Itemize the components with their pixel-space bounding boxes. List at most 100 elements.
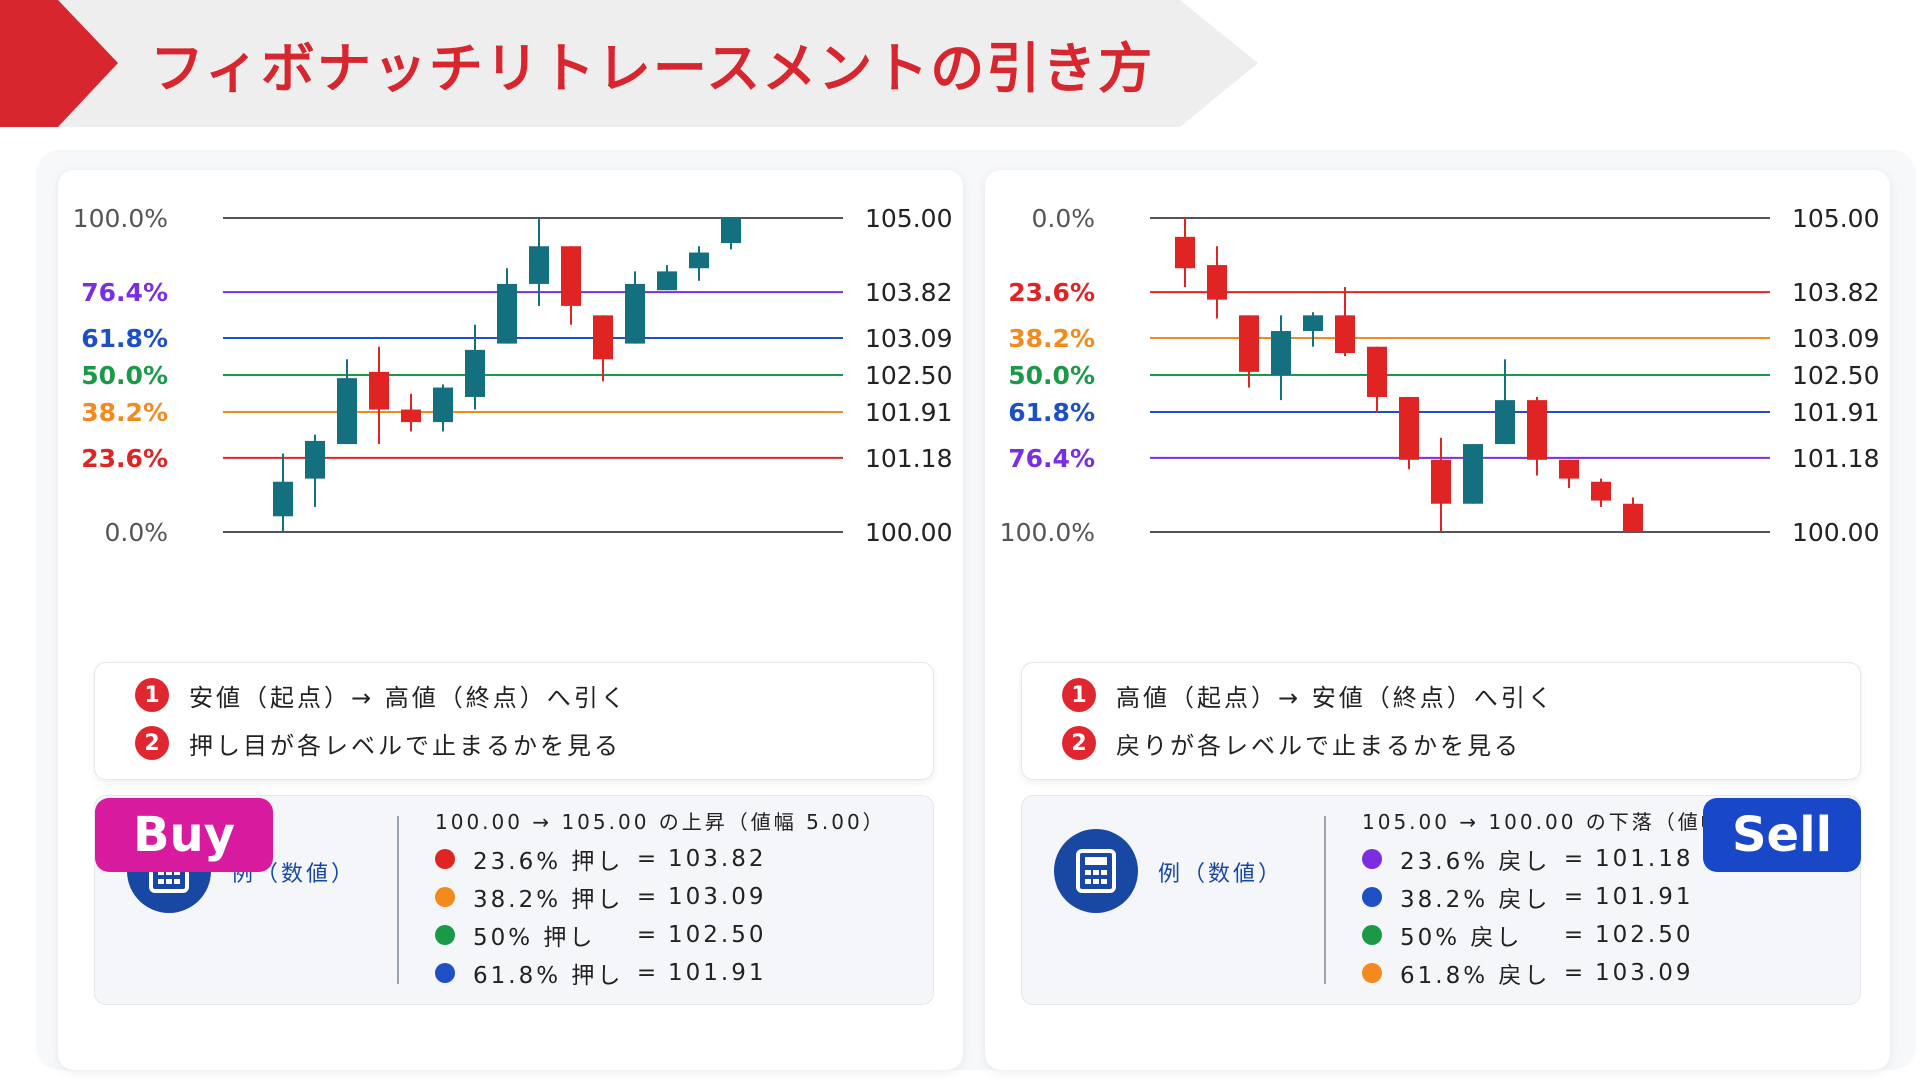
candle-body [401, 409, 421, 423]
candle-body [1527, 400, 1547, 460]
equals-sign: = [636, 922, 660, 948]
buy-step-2: 2 押し目が各レベルで止まるかを見る [135, 723, 621, 763]
candle-body [1495, 400, 1515, 445]
candle-body [529, 246, 549, 284]
sell-step-2-text: 戻りが各レベルで止まるかを見る [1116, 731, 1521, 760]
candle-body [1175, 236, 1195, 269]
candle-body [657, 271, 677, 291]
level-dot [435, 925, 455, 945]
fib-price-label: 101.18 [1792, 444, 1879, 473]
banner-shape [0, 0, 1258, 127]
title-banner: フィボナッチリトレースメントの引き方 [0, 0, 1260, 127]
level-value: 103.09 [1595, 960, 1694, 986]
level-value: 103.82 [668, 846, 767, 872]
equals-sign: = [636, 960, 660, 986]
buy-steps-box: 1 安値（起点）→ 高値（終点）へ引く 2 押し目が各レベルで止まるかを見る [94, 662, 934, 780]
candle-body [721, 218, 741, 244]
level-dot [1362, 925, 1382, 945]
example-row: 38.2% 押し = 103.09 [435, 880, 766, 914]
example-row: 38.2% 戻し = 101.91 [1362, 880, 1693, 914]
candle-body [273, 481, 293, 517]
level-label: 38.2% 押し [473, 887, 624, 913]
calculator-icon [1054, 829, 1138, 913]
level-dot [1362, 963, 1382, 983]
candle-body [1207, 265, 1227, 300]
equals-sign: = [1563, 884, 1587, 910]
level-value: 103.09 [668, 884, 767, 910]
candle-body [1623, 503, 1643, 532]
sell-badge: Sell [1703, 798, 1861, 872]
fib-percent-label: 38.2% [1008, 324, 1095, 353]
sell-step-2: 2 戻りが各レベルで止まるかを見る [1062, 723, 1521, 763]
buy-badge: Buy [95, 798, 273, 872]
level-label: 38.2% 戻し [1400, 887, 1551, 913]
level-label: 23.6% 戻し [1400, 849, 1551, 875]
level-dot [1362, 887, 1382, 907]
level-label: 50% 戻し [1400, 925, 1523, 951]
fib-percent-label: 38.2% [81, 398, 168, 427]
fib-percent-label: 76.4% [81, 278, 168, 307]
sell-panel: 0.0% 105.00 23.6% 103.82 38.2% 103.09 50.0% 102… [985, 170, 1890, 1070]
example-row: 23.6% 押し = 103.82 [435, 842, 766, 876]
fib-percent-label: 50.0% [81, 361, 168, 390]
candle-body [1239, 315, 1259, 372]
candle-body [497, 283, 517, 344]
level-value: 101.91 [668, 960, 767, 986]
level-dot [1362, 849, 1382, 869]
fib-percent-label: 0.0% [1031, 204, 1095, 233]
fib-price-label: 102.50 [865, 361, 952, 390]
fib-percent-label: 100.0% [73, 204, 168, 233]
buy-step-1: 1 安値（起点）→ 高値（終点）へ引く [135, 675, 628, 715]
fib-price-label: 101.91 [865, 398, 952, 427]
candle-body [593, 315, 613, 360]
example-row: 23.6% 戻し = 101.18 [1362, 842, 1693, 876]
fib-percent-label: 23.6% [1008, 278, 1095, 307]
fib-percent-label: 100.0% [1000, 518, 1095, 547]
candle-body [1591, 481, 1611, 501]
candle-body [1463, 444, 1483, 504]
example-row: 61.8% 押し = 101.91 [435, 956, 766, 990]
example-header: 100.00 → 105.00 の上昇（値幅 5.00） [435, 810, 886, 834]
candle-body [1303, 315, 1323, 332]
candle-body [689, 252, 709, 269]
fib-percent-label: 23.6% [81, 444, 168, 473]
equals-sign: = [1563, 846, 1587, 872]
candle-body [1271, 331, 1291, 375]
fib-price-label: 103.09 [865, 324, 952, 353]
candle-body [625, 283, 645, 344]
divider [1324, 816, 1326, 984]
equals-sign: = [636, 884, 660, 910]
level-dot [435, 963, 455, 983]
candle-body [337, 378, 357, 445]
fib-price-label: 105.00 [1792, 204, 1879, 233]
example-label: 例（数値） [1158, 862, 1284, 887]
step-number-badge: 2 [1062, 726, 1096, 760]
candle-body [1399, 396, 1419, 460]
buy-fibonacci-chart: 100.0% 105.00 76.4% 103.82 61.8% 103.09 50.0% 1… [73, 204, 953, 547]
level-value: 101.91 [1595, 884, 1694, 910]
equals-sign: = [1563, 922, 1587, 948]
step-number-badge: 1 [135, 678, 169, 712]
sell-step-1: 1 高値（起点）→ 安値（終点）へ引く [1062, 675, 1555, 715]
candle-body [561, 246, 581, 306]
calculator-glyph [1076, 849, 1116, 893]
equals-sign: = [1563, 960, 1587, 986]
level-label: 61.8% 戻し [1400, 963, 1551, 989]
candle-body [305, 440, 325, 479]
candle-body [1335, 315, 1355, 354]
level-label: 23.6% 押し [473, 849, 624, 875]
step-number-badge: 1 [1062, 678, 1096, 712]
fib-price-label: 101.91 [1792, 398, 1879, 427]
divider [397, 816, 399, 984]
candle-body [465, 349, 485, 397]
fib-percent-label: 0.0% [104, 518, 168, 547]
fib-price-label: 100.00 [865, 518, 952, 547]
fib-price-label: 102.50 [1792, 361, 1879, 390]
buy-step-1-text: 安値（起点）→ 高値（終点）へ引く [189, 683, 628, 712]
candle-body [369, 371, 389, 410]
fib-price-label: 103.09 [1792, 324, 1879, 353]
level-label: 50% 押し [473, 925, 596, 951]
equals-sign: = [636, 846, 660, 872]
level-value: 102.50 [668, 922, 767, 948]
fib-percent-label: 61.8% [81, 324, 168, 353]
